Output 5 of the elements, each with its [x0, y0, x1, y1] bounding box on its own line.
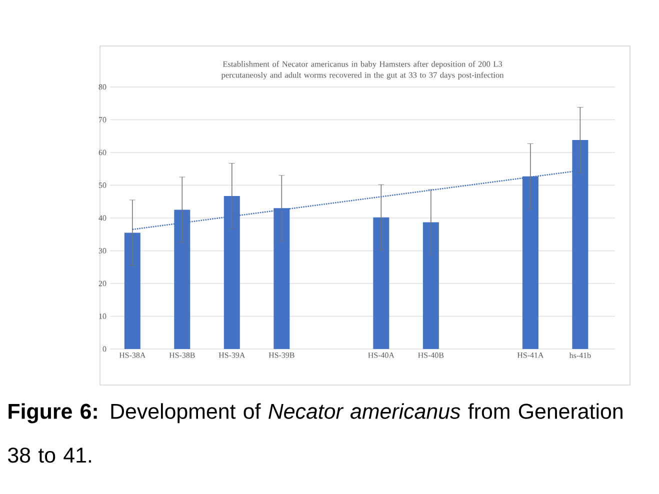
bar: [124, 232, 140, 349]
chart-title: Establishment of Necator americanus in baby Hamsters after deposition of 200 L3 percutaneosly and adult worms recovered in the gut at 33 to 37 days post-infection: [221, 60, 504, 80]
bar: [422, 222, 439, 349]
text: Figure 6: Development of Necator americanus from Generation 38 to 41.: [8, 403, 622, 463]
bar: [373, 217, 390, 349]
